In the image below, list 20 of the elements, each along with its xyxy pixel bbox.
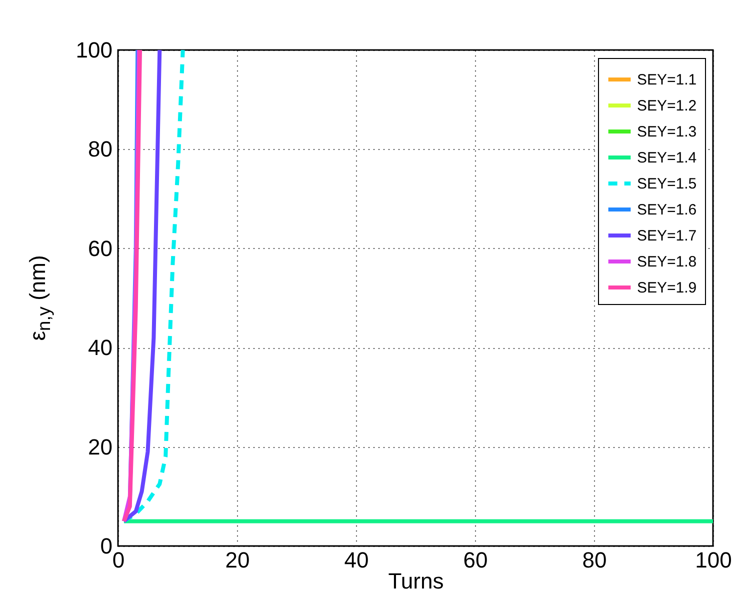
legend-label: SEY=1.8 [637,254,697,270]
legend-label: SEY=1.6 [637,202,697,218]
legend-label: SEY=1.4 [637,150,697,166]
y-tick-label: 80 [88,136,112,162]
y-tick-label: 60 [88,236,112,261]
x-tick-label: 100 [695,548,732,572]
x-tick-label: 60 [463,548,488,572]
legend-label: SEY=1.9 [637,280,697,296]
legend-label: SEY=1.7 [637,228,697,244]
y-tick-label: 40 [88,335,112,360]
legend-label: SEY=1.5 [637,176,697,192]
x-tick-label: 40 [344,548,369,572]
x-tick-label: 80 [582,548,607,572]
legend-label: SEY=1.2 [637,98,697,114]
legend-label: SEY=1.1 [637,72,697,88]
x-tick-label: 20 [225,548,250,572]
x-axis-title: Turns [388,568,444,594]
y-tick-label: 20 [88,434,112,460]
y-tick-label: 100 [76,38,112,62]
legend-label: SEY=1.3 [637,124,697,140]
